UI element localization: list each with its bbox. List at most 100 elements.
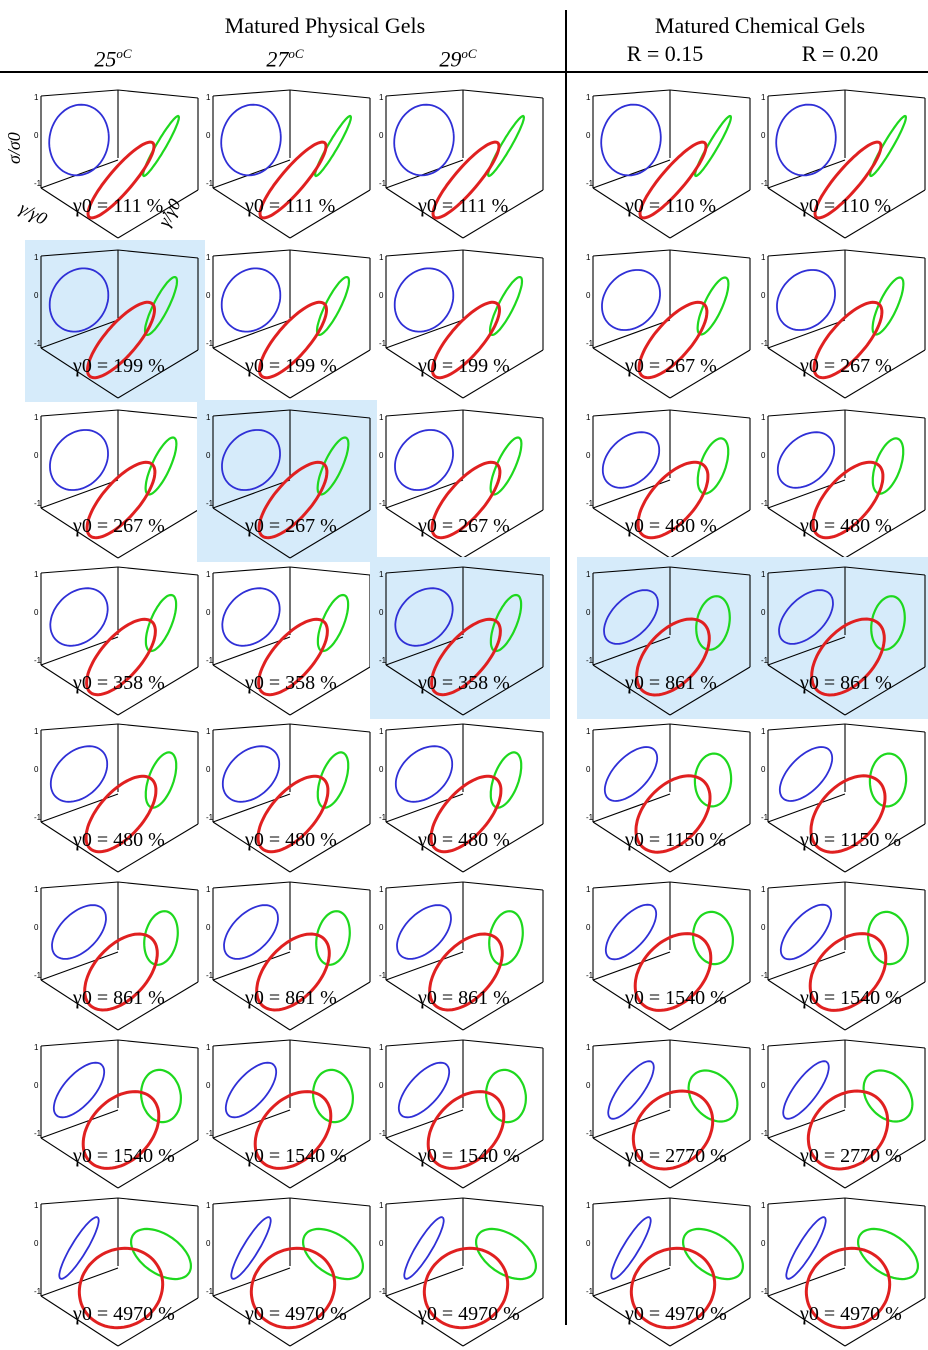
z-tick-label: -1 — [586, 813, 594, 822]
viscous-projection-curve — [301, 1227, 364, 1281]
z-tick-label: 0 — [34, 291, 39, 300]
box-edge — [385, 979, 464, 1031]
box-edge — [844, 1297, 926, 1347]
trajectory-3d-curve — [808, 932, 888, 1012]
z-tick-label: -1 — [34, 1129, 42, 1138]
trajectory-3d-curve — [633, 932, 713, 1012]
trajectory-3d-curve — [631, 1089, 715, 1171]
box-edge — [592, 793, 671, 823]
box-edge — [385, 1197, 464, 1205]
box-edge — [669, 666, 751, 716]
z-tick-label: -1 — [761, 1287, 769, 1296]
trajectory-3d-curve — [811, 460, 885, 540]
lissajous-panel-r7-c2: 1 0 -1 γ0 = 4970 % — [379, 1197, 544, 1347]
box-edge — [767, 1109, 846, 1139]
box-edge — [117, 189, 199, 239]
z-tick-label: -1 — [586, 339, 594, 348]
viscous-projection-curve — [695, 595, 731, 651]
box-edge — [40, 249, 119, 257]
box-edge — [289, 566, 371, 576]
strain-amplitude-label: γ0 = 861 % — [624, 672, 717, 694]
strain-amplitude-label: γ0 = 2770 % — [624, 1145, 727, 1167]
box-edge — [212, 159, 291, 189]
box-edge — [767, 409, 846, 417]
elastic-projection-curve — [224, 1061, 278, 1119]
z-tick-label: -1 — [206, 179, 214, 188]
box-edge — [462, 189, 544, 239]
z-tick-label: 0 — [761, 923, 766, 932]
lissajous-panel-r2-c0: 1 0 -1 γ0 = 267 % — [34, 409, 199, 559]
viscous-projection-curve — [681, 1227, 744, 1281]
z-tick-label: -1 — [379, 813, 387, 822]
trajectory-3d-curve — [249, 1246, 337, 1330]
strain-amplitude-label: γ0 = 199 % — [417, 355, 510, 377]
viscous-projection-curve — [868, 752, 908, 808]
z-tick-label: 0 — [586, 291, 591, 300]
box-edge — [767, 319, 846, 349]
box-edge — [669, 249, 751, 259]
viscous-projection-curve — [316, 751, 350, 809]
box-edge — [117, 409, 199, 419]
trajectory-3d-curve — [812, 300, 884, 380]
box-edge — [592, 664, 671, 716]
z-tick-label: 0 — [761, 451, 766, 460]
z-tick-label: -1 — [379, 1129, 387, 1138]
z-tick-label: 0 — [34, 923, 39, 932]
z-tick-label: 0 — [761, 1239, 766, 1248]
box-edge — [289, 409, 371, 419]
box-edge — [212, 319, 291, 349]
lissajous-panel-r1-c2: 1 0 -1 γ0 = 199 % — [379, 249, 544, 399]
box-edge — [462, 566, 544, 576]
viscous-projection-curve — [313, 114, 353, 178]
lissajous-panel-r6-c0: 1 0 -1 γ0 = 1540 % — [34, 1039, 199, 1189]
lissajous-panel-r1-c4: 1 0 -1 γ0 = 267 % — [761, 249, 926, 399]
column-label-27c: 27oC — [266, 46, 304, 72]
lissajous-panel-r3-c2: 1 0 -1 γ0 = 358 % — [370, 557, 550, 719]
box-edge — [767, 1039, 846, 1047]
box-edge — [592, 566, 671, 574]
trajectory-3d-curve — [257, 300, 329, 380]
z-tick-label: 1 — [761, 885, 766, 894]
trajectory-3d-curve — [83, 932, 159, 1012]
viscous-projection-curve — [311, 1068, 355, 1124]
box-edge — [462, 509, 544, 559]
elastic-projection-curve — [48, 267, 110, 333]
box-edge — [212, 89, 291, 97]
box-edge — [117, 89, 199, 99]
box-edge — [212, 1197, 291, 1205]
strain-amplitude-label: γ0 = 861 % — [799, 672, 892, 694]
viscous-projection-curve — [489, 593, 523, 653]
strain-amplitude-label: γ0 = 4970 % — [799, 1303, 902, 1325]
box-edge — [669, 1039, 751, 1049]
box-edge — [385, 187, 464, 239]
z-tick-label: -1 — [34, 813, 42, 822]
box-edge — [669, 566, 751, 576]
box-edge — [767, 89, 846, 97]
viscous-projection-curve — [144, 593, 178, 653]
box-edge — [844, 349, 926, 399]
lissajous-panel-r0-c1: 1 0 -1 γ0 = 111 % — [206, 89, 371, 239]
z-tick-label: 1 — [206, 1201, 211, 1210]
box-edge — [40, 319, 119, 349]
box-edge — [117, 1297, 199, 1347]
lissajous-panel-r7-c0: 1 0 -1 γ0 = 4970 % — [34, 1197, 199, 1347]
elastic-projection-curve — [394, 429, 454, 491]
z-tick-label: 1 — [586, 885, 591, 894]
z-axis-label: σ/σ0 — [4, 132, 24, 164]
box-edge — [844, 666, 926, 716]
elastic-projection-curve — [221, 429, 281, 491]
elastic-projection-curve — [776, 431, 836, 489]
z-tick-label: -1 — [586, 971, 594, 980]
box-edge — [40, 821, 119, 873]
trajectory-3d-curve — [428, 932, 504, 1012]
lissajous-panel-r4-c2: 1 0 -1 γ0 = 480 % — [379, 723, 544, 873]
box-edge — [767, 979, 846, 1031]
box-edge — [592, 1197, 671, 1205]
box-edge — [844, 566, 926, 576]
lissajous-panel-r7-c3: 1 0 -1 γ0 = 4970 % — [586, 1197, 751, 1347]
lissajous-panel-r3-c0: 1 0 -1 γ0 = 358 % — [34, 566, 199, 716]
box-edge — [289, 1039, 371, 1049]
trajectory-3d-curve — [810, 617, 886, 697]
lissajous-panel-r2-c2: 1 0 -1 γ0 = 267 % — [379, 409, 544, 559]
box-edge — [40, 1109, 119, 1139]
